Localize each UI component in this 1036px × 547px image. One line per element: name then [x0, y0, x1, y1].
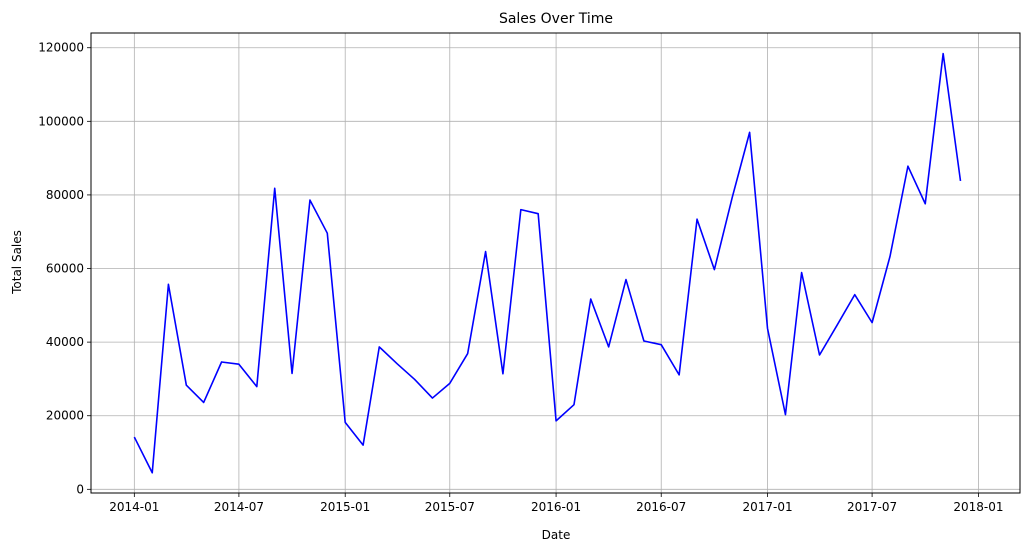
y-tick-label: 20000 — [46, 409, 84, 423]
x-tick-label: 2017-07 — [847, 500, 897, 514]
x-tick-label: 2015-07 — [425, 500, 475, 514]
x-tick-label: 2014-07 — [214, 500, 264, 514]
x-tick-label: 2016-01 — [531, 500, 581, 514]
y-tick-label: 40000 — [46, 335, 84, 349]
y-tick-label: 100000 — [38, 114, 84, 128]
x-tick-label: 2018-01 — [953, 500, 1003, 514]
x-tick-label: 2016-07 — [636, 500, 686, 514]
sales-series-line — [133, 52, 962, 474]
y-tick-label: 0 — [76, 482, 84, 496]
x-tick-label: 2015-01 — [320, 500, 370, 514]
plot-frame — [90, 32, 1021, 494]
x-axis-label: Date — [542, 528, 571, 542]
x-tick-label: 2017-01 — [742, 500, 792, 514]
y-axis-label: Total Sales — [10, 230, 24, 295]
y-tick-label: 60000 — [46, 262, 84, 276]
chart-title: Sales Over Time — [499, 11, 613, 27]
y-tick-label: 80000 — [46, 188, 84, 202]
x-tick-label: 2014-01 — [109, 500, 159, 514]
y-tick-label: 120000 — [38, 41, 84, 55]
